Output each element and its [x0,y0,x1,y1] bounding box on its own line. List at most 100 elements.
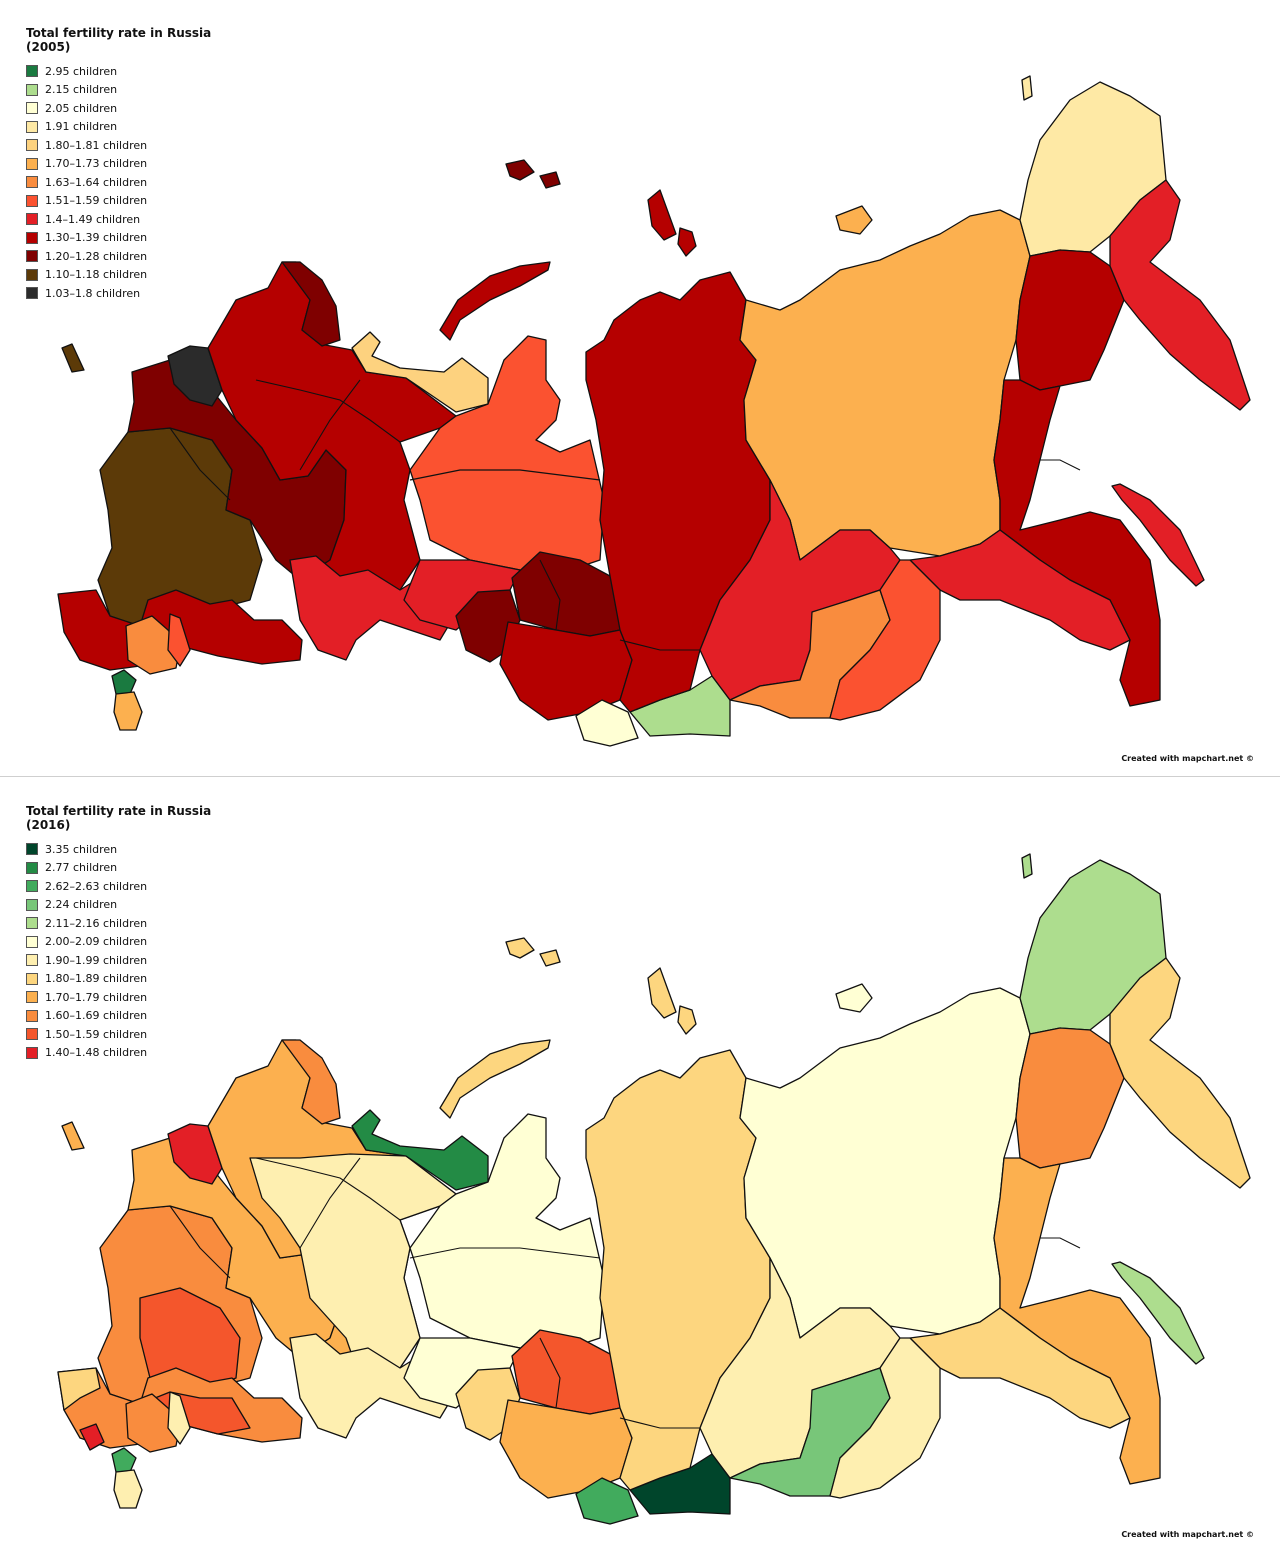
legend-item: 1.40–1.48 children [26,1044,211,1063]
legend-label: 2.11–2.16 children [45,916,148,930]
region-urals-red [289,555,453,661]
legend-label: 1.10–1.18 children [45,268,148,282]
region-kaliningrad [61,1121,85,1151]
region-khabarovsk [993,379,1161,707]
russia-map-2005 [57,75,1251,747]
map-panel-2016: Total fertility rate in Russia (2016) 3.… [0,778,1280,1554]
legend-item: 1.80–1.81 children [26,136,211,155]
legend-swatch [26,268,38,281]
region-wrangel [1021,853,1033,879]
region-new-siberian [835,983,873,1013]
region-taimyr-islands [647,967,677,1019]
legend-swatch [26,991,38,1004]
legend-label: 3.35 children [45,842,118,856]
legend-2005: Total fertility rate in Russia (2005) 2.… [26,26,211,303]
region-urals [289,1333,453,1439]
legend-label: 1.20–1.28 children [45,249,148,263]
region-amur [909,1307,1131,1429]
legend-swatch [26,972,38,985]
region-yamal [409,335,605,571]
legend-label: 1.91 children [45,120,118,134]
map-regions [57,853,1251,1525]
legend-label: 1.80–1.81 children [45,138,148,152]
region-sakhalin [1111,1261,1205,1365]
legend-item: 2.95 children [26,62,211,81]
legend-swatch [26,250,38,263]
region-altai-green [575,1477,639,1525]
legend-label: 2.77 children [45,861,118,875]
map-inner-borders [169,1157,1081,1429]
region-magadan [1015,249,1125,391]
legend-label: 2.15 children [45,83,118,97]
legend-swatch [26,898,38,911]
russia-map-2016 [57,853,1251,1525]
legend-label: 1.50–1.59 children [45,1027,148,1041]
map-year-line: (2016) [26,818,71,832]
region-kaliningrad [61,343,85,373]
region-kola [281,1039,341,1125]
legend-swatch [26,139,38,152]
region-crimea-red [79,1423,105,1451]
legend-label: 1.70–1.73 children [45,157,148,171]
legend-swatch [26,65,38,78]
legend-swatch [26,194,38,207]
legend-item: 2.77 children [26,859,211,878]
region-karelia-red [167,1123,223,1185]
legend-item: 1.50–1.59 children [26,1025,211,1044]
legend-swatch [26,213,38,226]
region-new-siberian [835,205,873,235]
legend-swatch [26,287,38,300]
legend-label: 1.4–1.49 children [45,212,141,226]
map-title-2005: Total fertility rate in Russia (2005) [26,26,211,54]
legend-swatch [26,880,38,893]
legend-swatch [26,1009,38,1022]
legend-item: 2.11–2.16 children [26,914,211,933]
legend-swatch [26,120,38,133]
legend-label: 1.40–1.48 children [45,1046,148,1060]
map-title-line: Total fertility rate in Russia [26,26,212,40]
legend-item: 1.20–1.28 children [26,247,211,266]
region-taimyr-islands [647,189,677,241]
region-franz-josef [505,159,561,189]
region-zabaykalsky-red [829,559,941,721]
legend-label: 1.03–1.8 children [45,286,141,300]
legend-item: 1.4–1.49 children [26,210,211,229]
legend-2016: Total fertility rate in Russia (2016) 3.… [26,804,211,1062]
region-astrakhan [167,613,191,667]
legend-swatch [26,954,38,967]
map-panel-2005: Total fertility rate in Russia (2005) 2.… [0,0,1280,776]
legend-label: 2.62–2.63 children [45,879,148,893]
region-taimyr-islands2 [677,227,697,257]
legend-swatch [26,102,38,115]
region-chechnya-green [111,1447,137,1473]
legend-item: 1.70–1.73 children [26,155,211,174]
region-kamchatka [1109,957,1251,1189]
legend-item: 3.35 children [26,840,211,859]
legend-item: 1.90–1.99 children [26,951,211,970]
region-novaya-zemlya [439,261,551,341]
legend-item: 1.63–1.64 children [26,173,211,192]
legend-item: 1.70–1.79 children [26,988,211,1007]
legend-label: 1.60–1.69 children [45,1009,148,1023]
legend-label: 2.24 children [45,898,118,912]
legend-item: 1.03–1.8 children [26,284,211,303]
panel-divider [0,776,1280,777]
legend-label: 1.90–1.99 children [45,953,148,967]
region-wrangel [1021,75,1033,101]
legend-swatch [26,843,38,856]
map-title-line: Total fertility rate in Russia [26,804,212,818]
region-franz-josef [505,937,561,967]
map-inner-borders [169,379,1081,651]
legend-item: 1.10–1.18 children [26,266,211,285]
region-khabarovsk [993,1157,1161,1485]
region-taimyr-islands2 [677,1005,697,1035]
region-chechnya [111,669,137,695]
legend-swatch [26,1046,38,1059]
legend-label: 1.80–1.89 children [45,972,148,986]
region-zabaykalsky [829,1337,941,1499]
legend-label: 2.00–2.09 children [45,935,148,949]
region-dagestan [113,691,143,731]
legend-swatch [26,231,38,244]
region-nenets [351,331,489,413]
legend-label: 1.51–1.59 children [45,194,148,208]
